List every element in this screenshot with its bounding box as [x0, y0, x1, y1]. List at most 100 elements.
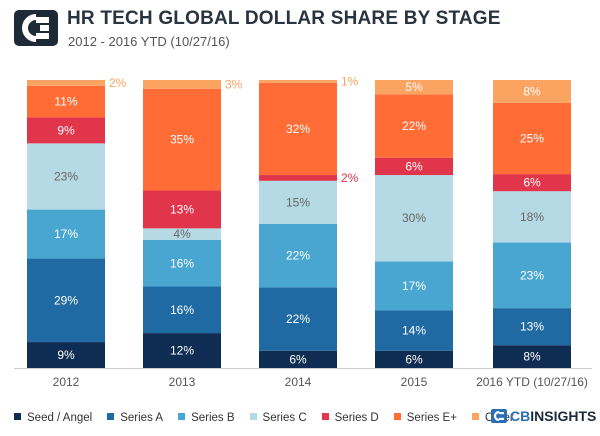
data-label: 23%	[54, 169, 78, 183]
bar-segment-series-e--3	[375, 94, 453, 158]
x-tick-label: 2014	[285, 375, 312, 389]
data-label: 5%	[405, 80, 423, 94]
legend-label: Series C	[262, 412, 307, 424]
bar-segment-series-d-4	[493, 174, 571, 192]
legend-label: Series E+	[406, 412, 457, 424]
bar-segment-series-a-0	[27, 258, 105, 343]
bar-segment-series-a-4	[493, 308, 571, 346]
bar-segment-series-b-4	[493, 242, 571, 309]
data-label: 13%	[170, 202, 194, 216]
legend-item-series-a: Series A	[107, 412, 163, 424]
bar-segment-series-d-0	[27, 117, 105, 144]
data-label: 9%	[57, 348, 75, 362]
stacked-bar-chart: 9% 29% 17% 23% 9% 11% 2% 2012 12% 16% 16% 4% 13% 35% 3…	[14, 74, 592, 389]
chart-legend: Seed / Angel Series A Series B Series C Seri…	[14, 412, 529, 424]
data-label: 4%	[173, 227, 191, 241]
bar-segment-other-3	[375, 80, 453, 95]
bar-segment-series-c-1	[143, 228, 221, 240]
bar-segment-series-d-2	[259, 175, 337, 181]
chart-title: HR TECH GLOBAL DOLLAR SHARE BY STAGE	[67, 8, 501, 29]
data-label: 35%	[170, 133, 194, 147]
legend-label: Series A	[120, 412, 164, 424]
data-label: 23%	[520, 268, 544, 282]
legend-swatch	[178, 413, 186, 421]
legend-swatch	[249, 413, 257, 421]
bar-segment-series-e--1	[143, 88, 221, 191]
data-label: 29%	[54, 293, 78, 307]
bar-segment-series-d-3	[375, 157, 453, 176]
bar-segment-series-e--4	[493, 102, 571, 175]
legend-swatch	[471, 413, 479, 421]
legend-swatch	[393, 413, 401, 421]
data-label: 17%	[54, 227, 78, 241]
chart-header: HR TECH GLOBAL DOLLAR SHARE BY STAGE 201…	[0, 0, 600, 70]
data-label: 6%	[289, 352, 307, 366]
data-label: 3%	[225, 77, 243, 91]
legend-item-seed-angel: Seed / Angel	[14, 412, 92, 424]
data-label: 16%	[170, 256, 194, 270]
legend-swatch	[321, 413, 329, 421]
data-label: 9%	[57, 123, 75, 137]
bar-segment-series-c-2	[259, 180, 337, 224]
data-label: 13%	[520, 320, 544, 334]
bar-segment-seed-angel-1	[143, 333, 221, 368]
data-label: 1%	[341, 74, 359, 88]
data-label: 6%	[405, 159, 423, 173]
data-label: 15%	[286, 195, 310, 209]
legend-swatch	[107, 413, 115, 421]
bar-segment-series-a-1	[143, 286, 221, 334]
data-label: 22%	[402, 119, 426, 133]
bar-segment-series-c-0	[27, 143, 105, 210]
legend-item-series-e-: Series E+	[393, 412, 457, 424]
data-label: 8%	[523, 84, 541, 98]
data-label: 12%	[170, 344, 194, 358]
bar-segment-series-b-3	[375, 261, 453, 311]
data-label: 6%	[523, 176, 541, 190]
bar-segment-other-1	[143, 80, 221, 89]
bar-segment-seed-angel-0	[27, 342, 105, 368]
x-tick-label: 2012	[53, 375, 80, 389]
data-label: 25%	[520, 131, 544, 145]
bar-segment-series-a-2	[259, 287, 337, 351]
bar-segment-series-a-3	[375, 310, 453, 351]
data-label: 30%	[402, 211, 426, 225]
data-label: 22%	[286, 249, 310, 263]
data-label: 18%	[520, 210, 544, 224]
legend-item-series-d: Series D	[321, 412, 379, 424]
bar-segment-series-b-2	[259, 224, 337, 288]
data-label: 32%	[286, 122, 310, 136]
data-label: 14%	[402, 324, 426, 338]
x-tick-label: 2015	[401, 375, 428, 389]
bar-segment-series-c-3	[375, 175, 453, 262]
legend-label: Series B	[191, 412, 235, 424]
bar-segment-series-c-4	[493, 191, 571, 243]
x-tick-label: 2016 YTD (10/27/16)	[476, 375, 588, 389]
data-label: 16%	[170, 303, 194, 317]
bar-segment-series-b-0	[27, 209, 105, 259]
data-label: 11%	[54, 95, 77, 109]
chart-subtitle: 2012 - 2016 YTD (10/27/16)	[68, 34, 230, 49]
bar-segment-other-4	[493, 80, 571, 103]
bar-segment-series-e--2	[259, 82, 337, 176]
bar-segment-seed-angel-3	[375, 350, 453, 368]
data-label: 22%	[286, 312, 310, 326]
bar-segment-series-e--0	[27, 85, 105, 118]
x-tick-label: 2013	[169, 375, 196, 389]
data-label: 2%	[109, 76, 127, 90]
cb-insights-brand: CBINSIGHTS	[491, 408, 596, 424]
bar-segment-other-0	[27, 80, 105, 86]
data-label: 17%	[402, 279, 426, 293]
brand-suffix: INSIGHTS	[530, 408, 597, 424]
bar-segment-series-d-1	[143, 190, 221, 229]
bar-segment-other-2	[259, 80, 337, 83]
legend-swatch	[14, 413, 21, 421]
cb-insights-logo-icon	[14, 10, 58, 46]
cb-insights-brand-icon	[491, 409, 507, 424]
legend-item-series-c: Series C	[249, 412, 307, 424]
bar-segment-seed-angel-4	[493, 345, 571, 368]
legend-label: Seed / Angel	[27, 412, 93, 424]
data-label: 8%	[523, 350, 541, 364]
data-label: 2%	[341, 171, 359, 185]
bar-segment-seed-angel-2	[259, 350, 337, 368]
bar-segment-series-b-1	[143, 240, 221, 287]
